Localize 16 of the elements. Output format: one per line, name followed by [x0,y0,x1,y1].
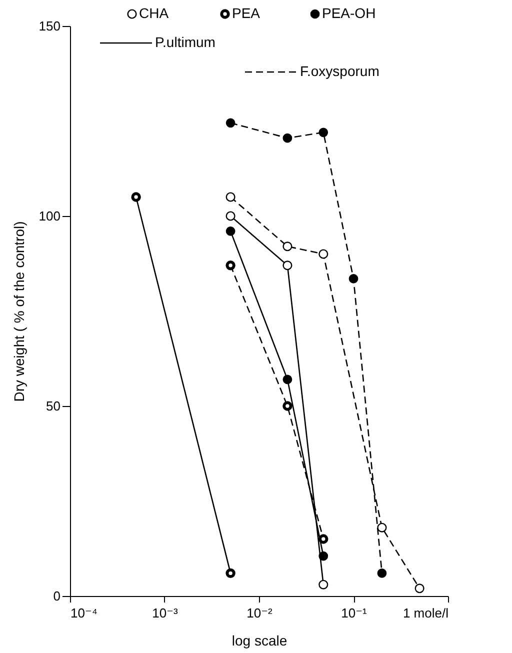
y-tick-label: 100 [38,208,60,224]
y-tick-label: 50 [46,398,60,414]
x-axis-title: log scale [232,632,288,648]
annotation: F.oxysporum [300,63,380,79]
annotation: P.ultimum [155,34,216,50]
x-tick-label: 10⁻² [246,606,273,620]
y-tick-label: 150 [38,18,60,34]
legend-label: CHA [139,5,170,21]
x-tick-label: 1 mole/l [402,606,449,620]
legend-label: PEA-OH [322,5,376,21]
legend-label: PEA [232,5,261,21]
x-tick-label: 10⁻⁴ [70,606,98,620]
x-tick-label: 10⁻³ [152,606,178,620]
y-axis-title: Dry weight ( % of the control) [10,221,27,402]
y-tick-label: 0 [53,588,60,604]
x-tick-label: 10⁻¹ [341,606,368,620]
